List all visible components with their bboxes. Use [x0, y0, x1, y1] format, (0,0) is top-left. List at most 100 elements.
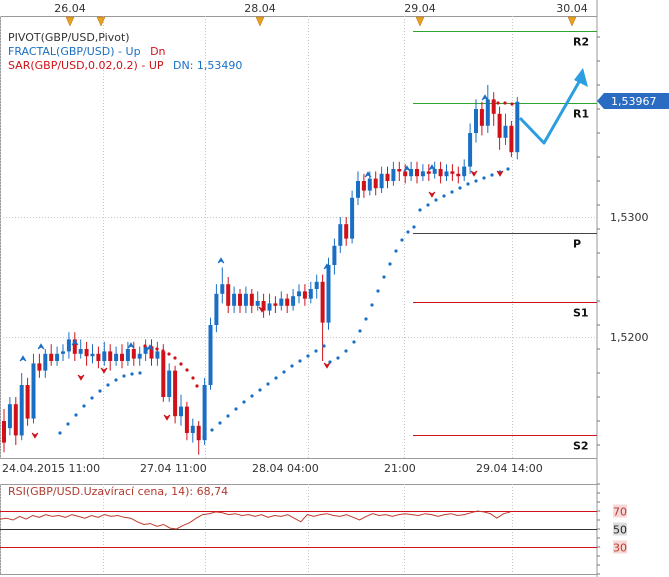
- sar-dot-up: [202, 435, 206, 439]
- sar-dot-up: [352, 340, 356, 344]
- date-marker-icon: [96, 16, 106, 27]
- candle-bear: [403, 171, 408, 177]
- sar-dot-up: [370, 303, 374, 307]
- sar-dot-up: [412, 225, 416, 229]
- candle-bull: [7, 404, 12, 429]
- fractal-down-icon: [31, 432, 39, 439]
- candle-bull: [232, 293, 237, 306]
- x-axis-label: 29.04 14:00: [476, 462, 543, 475]
- candle-bear: [385, 173, 390, 181]
- pivot-label-r2: R2: [573, 36, 589, 49]
- candle-bear: [497, 113, 502, 138]
- candle-bull: [66, 339, 71, 352]
- candle-bear: [249, 293, 254, 306]
- candle-bear: [149, 346, 154, 359]
- sar-dot-down: [161, 349, 165, 353]
- sar-dot-down: [167, 352, 171, 356]
- candle-bear: [261, 301, 266, 311]
- forecast-arrow-head-icon: [574, 68, 588, 87]
- candle-bull: [155, 351, 160, 359]
- sar-dot-up: [314, 349, 318, 353]
- candle-bull: [314, 281, 319, 289]
- pivot-label-r1: R1: [573, 108, 589, 121]
- sar-dot-up: [90, 396, 94, 400]
- candle-bull: [356, 181, 360, 198]
- x-axis-label: 21:00: [384, 462, 416, 475]
- candle-bear: [491, 99, 496, 114]
- candle-bull: [474, 109, 478, 133]
- top-date-label: 28.04: [244, 2, 276, 15]
- date-marker-icon: [567, 16, 577, 27]
- fractal-up-icon: [37, 343, 45, 350]
- sar-dot-up: [426, 203, 430, 207]
- candle-bear: [479, 109, 484, 126]
- candle-bull: [137, 353, 142, 359]
- candle-bull: [297, 291, 301, 297]
- top-date-label: 26.04: [54, 2, 86, 15]
- sar-dot-up: [382, 275, 386, 279]
- candle-bull: [503, 125, 508, 138]
- sar-dot-up: [298, 359, 302, 363]
- candle-bull: [432, 169, 437, 174]
- candle-bear: [361, 181, 366, 191]
- candle-bear: [397, 169, 402, 172]
- sar-dot-up: [250, 394, 254, 398]
- legend-fractal-up: Up: [125, 45, 141, 58]
- rsi-level-box: [613, 522, 627, 536]
- price-axis-label: 1,5300: [610, 211, 649, 224]
- candle-bear: [120, 353, 124, 361]
- candle-bull: [55, 353, 60, 361]
- candle-bear: [456, 173, 461, 177]
- candle-bull: [367, 178, 372, 191]
- candle-bull: [114, 353, 119, 361]
- candle-bull: [78, 349, 83, 354]
- sar-dot-down: [195, 384, 199, 388]
- date-marker-icon: [255, 16, 265, 27]
- candle-bull: [19, 385, 24, 436]
- sar-dot-up: [358, 329, 362, 333]
- sar-dot-up: [336, 356, 340, 360]
- price-axis-label: 1,5200: [610, 331, 649, 344]
- sar-dot-up: [282, 370, 286, 374]
- candle-bull: [409, 169, 414, 177]
- candle-bear: [273, 303, 278, 306]
- sar-dot-down: [143, 344, 147, 348]
- sar-dot-up: [114, 378, 118, 382]
- rsi-level-label-50: 50: [613, 524, 627, 537]
- candle-bull: [43, 353, 48, 371]
- candle-bull: [167, 370, 172, 397]
- sar-dot-up: [274, 376, 278, 380]
- candle-bear: [438, 169, 443, 177]
- candle-bear: [320, 281, 325, 323]
- sar-dot-up: [474, 179, 478, 183]
- fractal-down-icon: [163, 414, 171, 421]
- candle-bear: [285, 298, 290, 306]
- candle-bear: [161, 351, 166, 397]
- sar-dot-up: [290, 364, 294, 368]
- candle-bull: [267, 303, 272, 311]
- candle-bear: [2, 421, 6, 443]
- rsi-title: RSI(GBP/USD.Uzavírací cena, 14): 68,74: [8, 485, 228, 498]
- legend-fractal-name: FRACTAL(GBP/USD): [8, 45, 115, 58]
- x-axis-label: 24.04.2015 11:00: [2, 462, 100, 475]
- sar-dot-up: [344, 349, 348, 353]
- fractal-up-icon: [364, 171, 372, 178]
- candle-bear: [450, 171, 455, 174]
- candle-bear: [238, 293, 242, 306]
- candle-bull: [179, 406, 183, 417]
- legend-fractal: FRACTAL(GBP/USD) - Up Dn: [8, 45, 166, 58]
- candle-bull: [31, 363, 36, 419]
- rsi-line: [0, 510, 511, 530]
- sar-dot-up: [400, 238, 404, 242]
- sar-dot-up: [122, 374, 126, 378]
- sar-dot-up: [234, 407, 238, 411]
- sar-dot-down: [185, 368, 189, 372]
- sar-dot-up: [458, 186, 462, 190]
- candle-bear: [96, 353, 101, 361]
- pivot-label-s2: S2: [573, 440, 589, 453]
- candle-bull: [220, 284, 225, 294]
- legend-sar-name: SAR(GBP/USD,0.02,0.2): [8, 59, 138, 72]
- fractal-down-icon: [496, 170, 504, 177]
- fractal-up-icon: [403, 165, 411, 172]
